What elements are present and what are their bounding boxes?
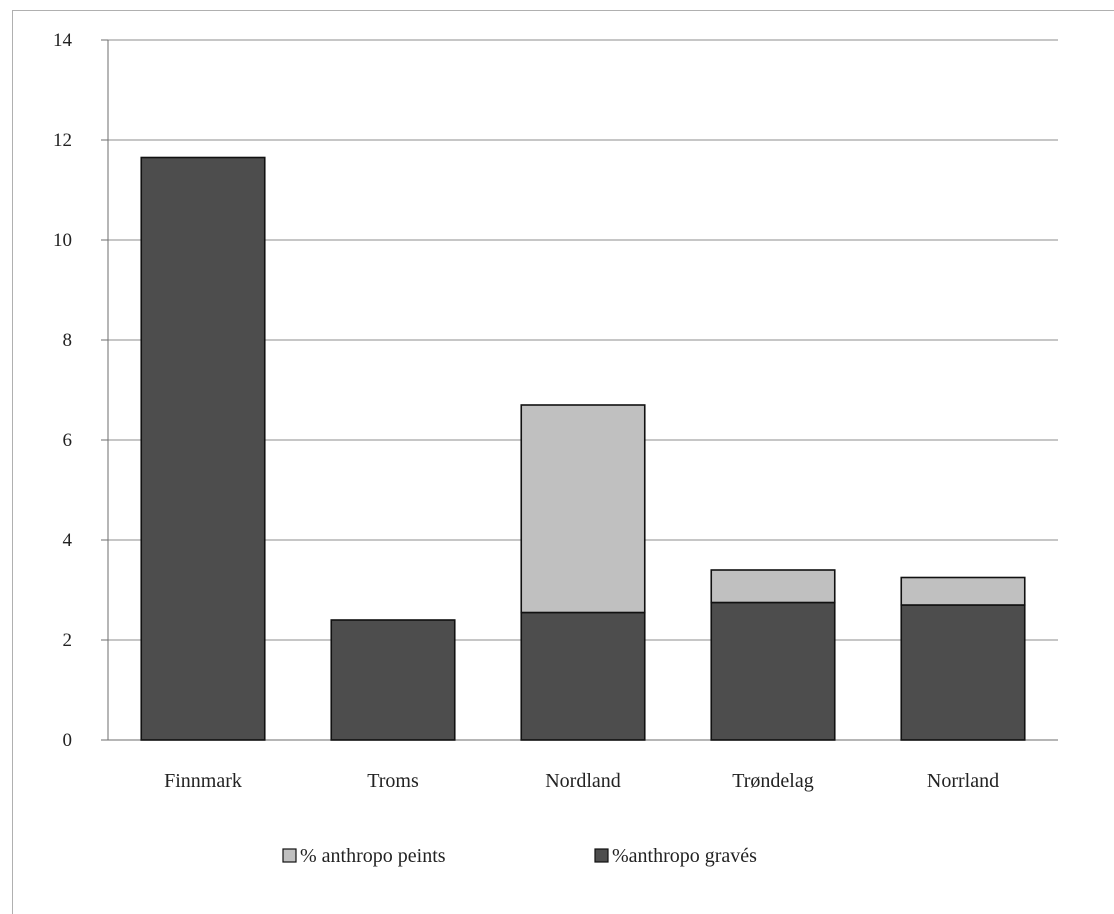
y-tick-label: 10 [53, 230, 72, 251]
legend-label-0: % anthropo peints [300, 845, 446, 867]
category-label: Nordland [545, 770, 621, 792]
legend: % anthropo peints %anthropo gravés [282, 845, 757, 867]
category-label: Trøndelag [732, 770, 813, 792]
category-label: Norrland [927, 770, 999, 792]
legend-label-1: %anthropo gravés [612, 845, 757, 867]
y-tick-label: 6 [63, 430, 73, 451]
bar-graves-3 [710, 601, 836, 741]
y-tick-labels: 0 2 4 6 8 10 12 14 [53, 30, 73, 751]
bar-peints-2 [520, 404, 646, 614]
y-tick-label: 0 [63, 730, 73, 751]
y-tick-label: 2 [63, 630, 73, 651]
category-label: Finnmark [164, 770, 242, 792]
bar-peints-3 [710, 569, 836, 604]
y-tick-label: 4 [63, 530, 73, 551]
category-label: Troms [367, 770, 419, 792]
bar-graves-2 [520, 611, 646, 741]
chart-frame [12, 10, 1114, 914]
bar-peints-4 [900, 576, 1026, 606]
y-tick-label: 12 [53, 130, 72, 151]
bar-graves-4 [900, 604, 1026, 741]
bar-graves-0 [140, 156, 266, 741]
bar-graves-1 [330, 619, 456, 741]
category-labels: Finnmark Troms Nordland Trøndelag Norrland [164, 770, 999, 792]
y-tick-label: 8 [63, 330, 73, 351]
bars [140, 156, 1026, 741]
legend-swatch-0 [282, 848, 297, 863]
legend-swatch-1 [594, 848, 609, 863]
y-tick-label: 14 [53, 30, 73, 51]
